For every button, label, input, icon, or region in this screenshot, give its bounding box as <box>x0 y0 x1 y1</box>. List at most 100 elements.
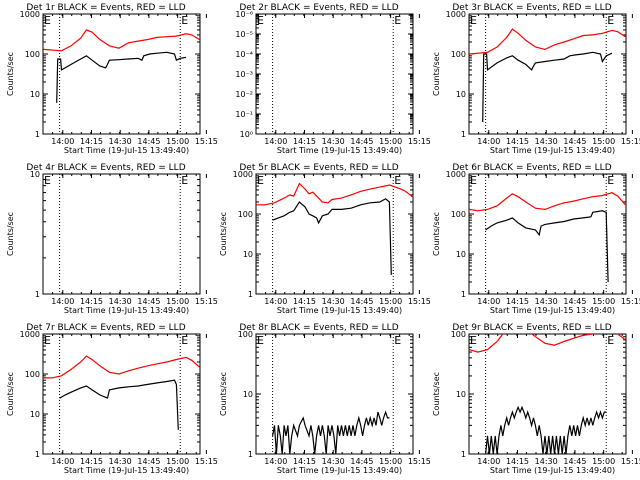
events-series-line <box>485 210 609 283</box>
x-tick-label: 15:00 <box>592 297 615 306</box>
y-tick-label: 10⁻⁶ <box>235 10 253 19</box>
y-tick-label: 100 <box>238 330 253 339</box>
x-tick-label: 14:15 <box>293 457 316 466</box>
x-tick-label: 15:00 <box>379 297 402 306</box>
x-tick-label: 15:15 <box>408 457 431 466</box>
lld-series-line <box>256 182 413 206</box>
x-tick-label: 15:00 <box>166 297 189 306</box>
plot-frame <box>468 13 627 135</box>
events-series-line <box>59 379 179 430</box>
panel-title: Det 9r BLACK = Events, RED = LLD <box>452 323 611 333</box>
plot-frame <box>468 173 627 295</box>
lld-series-line <box>469 192 626 212</box>
y-tick-label: 10⁰ <box>240 130 253 139</box>
x-tick-label: 14:30 <box>109 137 132 146</box>
y-tick-label: 10 <box>30 90 40 99</box>
y-tick-label: 10 <box>243 250 253 259</box>
y-tick-label: 1000 <box>233 170 253 179</box>
y-tick-label: 10 <box>456 390 466 399</box>
x-tick-label: 15:15 <box>621 457 640 466</box>
event-marker-label: E <box>394 14 401 27</box>
detector-panel: Det 2r BLACK = Events, RED = LLD 10⁰ 10⁻¹ 1… <box>235 3 431 155</box>
x-tick-label: 14:15 <box>293 297 316 306</box>
detector-panel: Det 3r BLACK = Events, RED = LLD 1 10 100 10… <box>432 3 640 155</box>
event-marker-label: E <box>607 334 614 347</box>
events-series-line <box>272 410 390 454</box>
plot-frame <box>42 333 201 455</box>
x-tick-label: 15:00 <box>166 137 189 146</box>
x-tick-label: 14:15 <box>80 457 103 466</box>
panel-title: Det 1r BLACK = Events, RED = LLD <box>26 3 185 13</box>
x-tick-label: 14:00 <box>264 457 287 466</box>
x-tick-label: 14:00 <box>264 297 287 306</box>
y-axis-label: Counts/sec <box>432 372 441 416</box>
x-tick-label: 14:00 <box>51 297 74 306</box>
y-axis-label: Counts/sec <box>432 212 441 256</box>
y-tick-label: 10⁻¹ <box>235 110 253 119</box>
x-tick-label: 15:00 <box>592 137 615 146</box>
panel-title: Det 4r BLACK = Events, RED = LLD <box>26 163 185 173</box>
event-marker-label: E <box>470 334 477 347</box>
x-axis-label: Start Time (19-Jul-15 13:49:40) <box>64 306 189 315</box>
x-tick-label: 15:15 <box>195 457 218 466</box>
y-tick-label: 100 <box>451 50 466 59</box>
x-tick-label: 14:30 <box>109 457 132 466</box>
x-tick-label: 15:15 <box>621 297 640 306</box>
x-tick-label: 14:45 <box>137 457 160 466</box>
x-tick-label: 14:45 <box>137 137 160 146</box>
x-axis-label: Start Time (19-Jul-15 13:49:40) <box>277 306 402 315</box>
event-marker-label: E <box>44 334 51 347</box>
x-tick-label: 14:30 <box>109 297 132 306</box>
lld-series-line <box>469 334 626 353</box>
x-tick-label: 14:45 <box>350 297 373 306</box>
y-tick-label: 10⁻⁵ <box>235 30 253 39</box>
x-tick-label: 14:15 <box>506 297 529 306</box>
event-marker-label: E <box>181 14 188 27</box>
y-tick-label: 1 <box>35 450 40 459</box>
panel-title: Det 5r BLACK = Events, RED = LLD <box>239 163 398 173</box>
y-axis-label: Counts/sec <box>219 372 228 416</box>
event-marker-label: E <box>470 14 477 27</box>
events-series-line <box>482 51 613 123</box>
x-tick-label: 15:15 <box>408 297 431 306</box>
panel-title: Det 3r BLACK = Events, RED = LLD <box>452 3 611 13</box>
y-tick-label: 1000 <box>20 10 40 19</box>
x-tick-label: 14:15 <box>506 457 529 466</box>
lld-series-line <box>43 29 200 52</box>
events-series-line <box>56 51 187 103</box>
panel-title: Det 8r BLACK = Events, RED = LLD <box>239 323 398 333</box>
y-axis-label: Counts/sec <box>6 372 15 416</box>
event-marker-label: E <box>607 174 614 187</box>
lld-series-line <box>469 28 626 55</box>
x-tick-label: 14:45 <box>563 457 586 466</box>
y-tick-label: 100 <box>25 50 40 59</box>
event-marker-label: E <box>181 174 188 187</box>
y-tick-label: 10 <box>243 390 253 399</box>
x-tick-label: 15:15 <box>195 137 218 146</box>
y-axis-label: Counts/sec <box>432 52 441 96</box>
detector-panel: Det 7r BLACK = Events, RED = LLD 1 10 100 10… <box>6 323 218 475</box>
event-marker-label: E <box>470 174 477 187</box>
x-tick-label: 14:45 <box>137 297 160 306</box>
y-tick-label: 1 <box>35 290 40 299</box>
x-axis-label: Start Time (19-Jul-15 13:49:40) <box>490 306 615 315</box>
x-tick-label: 14:00 <box>51 137 74 146</box>
event-marker-label: E <box>394 334 401 347</box>
x-tick-label: 14:30 <box>535 457 558 466</box>
y-tick-label: 100 <box>25 370 40 379</box>
x-tick-label: 14:30 <box>535 137 558 146</box>
x-tick-label: 14:45 <box>350 137 373 146</box>
x-axis-label: Start Time (19-Jul-15 13:49:40) <box>64 466 189 475</box>
event-marker-label: E <box>44 174 51 187</box>
x-tick-label: 15:00 <box>592 457 615 466</box>
y-tick-label: 1000 <box>20 330 40 339</box>
x-tick-label: 15:15 <box>621 137 640 146</box>
event-marker-label: E <box>607 14 614 27</box>
detector-panel: Det 1r BLACK = Events, RED = LLD 1 10 100 10… <box>6 3 218 155</box>
x-axis-label: Start Time (19-Jul-15 13:49:40) <box>277 466 402 475</box>
y-tick-label: 100 <box>451 210 466 219</box>
x-axis-label: Start Time (19-Jul-15 13:49:40) <box>490 466 615 475</box>
x-tick-label: 14:15 <box>293 137 316 146</box>
x-tick-label: 14:45 <box>350 457 373 466</box>
